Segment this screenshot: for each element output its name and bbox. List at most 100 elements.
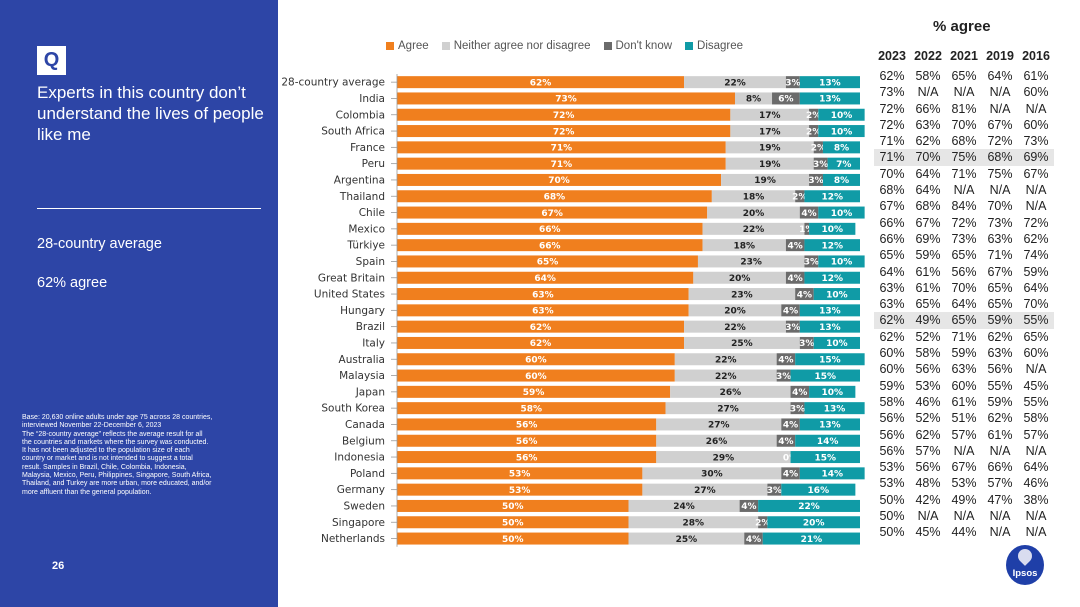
data-label: 2%: [806, 111, 821, 121]
table-cell: N/A: [1025, 443, 1047, 458]
data-label: 4%: [778, 355, 793, 365]
bar-segment: [397, 271, 694, 284]
bar-segment: [397, 320, 685, 333]
table-row: 59% 53% 60% 55% 45%: [874, 378, 1054, 394]
legend-swatch: [441, 42, 450, 50]
category-label: South Korea: [321, 403, 385, 415]
data-label: 10%: [826, 290, 848, 300]
bar-segment: [656, 451, 791, 464]
table-cell: 49%: [915, 313, 941, 328]
bar-segment: [809, 385, 856, 398]
legend-item: Agree: [386, 40, 429, 52]
bar-segment: [813, 336, 860, 349]
table-cell: N/A: [1025, 362, 1047, 377]
table-cell: 60%: [1023, 346, 1049, 361]
data-label: 65%: [537, 258, 559, 268]
table-cell: N/A: [989, 101, 1011, 116]
bar-segment: [397, 304, 689, 317]
table-cell: 63%: [879, 280, 905, 295]
bar-segment: [781, 467, 800, 480]
category-label: Mexico: [348, 223, 385, 235]
table-cell: 48%: [915, 476, 941, 491]
data-label: 3%: [813, 160, 828, 170]
table-cell: 59%: [951, 346, 977, 361]
bar-segment: [684, 320, 786, 333]
data-label: 53%: [509, 486, 531, 496]
category-label: Thailand: [339, 191, 385, 203]
table-cell: 51%: [951, 411, 977, 426]
table-row: 71% 70% 75% 68% 69%: [874, 149, 1054, 166]
bar-segment: [628, 499, 740, 512]
data-label: 3%: [790, 404, 805, 414]
bar-segment: [397, 222, 703, 235]
data-label: 10%: [821, 388, 843, 398]
footnote-line: country or market and is not intended to…: [22, 455, 193, 463]
bar-segment: [397, 190, 712, 203]
data-label: 29%: [713, 453, 735, 463]
data-label: 53%: [509, 470, 531, 480]
table-header: 2023 2022 2021 2019 2016: [874, 49, 1054, 67]
data-label: 62%: [530, 323, 552, 333]
bar-segment: [809, 125, 819, 138]
bar-segment: [822, 173, 860, 186]
bar-segment: [790, 402, 805, 415]
bar-segment: [397, 385, 671, 398]
table-cell: 63%: [987, 231, 1013, 246]
table-cell: 62%: [879, 329, 905, 344]
bar-segment: [799, 336, 814, 349]
bar-segment: [785, 76, 800, 89]
data-label: 66%: [539, 225, 561, 235]
table-cell: 62%: [987, 411, 1013, 426]
data-label: 64%: [534, 274, 556, 284]
table-cell: 72%: [879, 117, 905, 132]
table-row: 62% 49% 65% 59% 55%: [874, 312, 1054, 329]
data-label: 60%: [525, 355, 547, 365]
table-cell: 66%: [915, 101, 941, 116]
table-cell: 56%: [879, 427, 905, 442]
bar-segment: [776, 353, 796, 366]
footnote-line: interviewed November 22-December 6, 2023: [22, 422, 162, 430]
category-label: Sweden: [344, 500, 386, 512]
table-row: 66% 69% 73% 63% 62%: [874, 231, 1054, 247]
stacked-bar-chart: 28-country average 62% 22% 3% 13% India 73% 8% 6…: [281, 74, 865, 547]
bar-segment: [397, 288, 689, 301]
table-cell: 62%: [987, 329, 1013, 344]
category-label: France: [350, 142, 385, 154]
data-label: 25%: [731, 339, 753, 349]
data-label: 23%: [731, 290, 753, 300]
table-cell: 58%: [1023, 411, 1049, 426]
table-cell: 63%: [879, 297, 905, 312]
table-cell: 59%: [879, 378, 905, 393]
data-label: 56%: [516, 421, 538, 431]
category-label: 28-country average: [281, 77, 385, 89]
table-row: 64% 61% 56% 67% 59%: [874, 264, 1054, 280]
table-cell: 61%: [915, 280, 941, 295]
table-cell: 70%: [1023, 297, 1049, 312]
footnote: Base: 20,630 online adults under age 75 …: [22, 414, 247, 497]
data-label: 24%: [673, 502, 695, 512]
bar-segment: [697, 255, 805, 268]
data-label: 71%: [551, 160, 573, 170]
data-label: 23%: [740, 258, 762, 268]
data-label: 4%: [797, 290, 812, 300]
table-cell: 66%: [879, 215, 905, 230]
data-label: 2%: [755, 518, 770, 528]
bar-segment: [734, 92, 773, 105]
table-cell: 68%: [879, 183, 905, 198]
table-cell: 57%: [987, 476, 1013, 491]
legend-label: Agree: [398, 40, 429, 52]
bar-segment: [813, 157, 828, 170]
table-row: 62% 58% 65% 64% 61%: [874, 68, 1054, 84]
bar-segment: [670, 385, 791, 398]
table-cell: 71%: [951, 329, 977, 344]
bar-segment: [758, 516, 768, 529]
table-cell: 64%: [951, 297, 977, 312]
category-label: Netherlands: [321, 533, 385, 545]
data-label: 22%: [715, 372, 737, 382]
table-cell: 67%: [987, 264, 1013, 279]
bar-segment: [397, 76, 685, 89]
bar-segment: [628, 532, 745, 545]
table-cell: 64%: [1023, 460, 1049, 475]
bar-segment: [785, 271, 805, 284]
table-cell: 46%: [915, 394, 941, 409]
